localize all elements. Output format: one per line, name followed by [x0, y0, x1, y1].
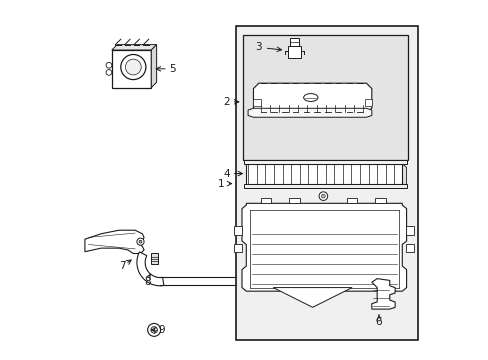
Bar [260, 198, 271, 203]
Polygon shape [112, 45, 156, 50]
Circle shape [106, 69, 112, 75]
Circle shape [125, 59, 141, 75]
Bar [290, 38, 298, 45]
Text: 1: 1 [218, 179, 224, 189]
Bar [244, 184, 406, 188]
Bar [289, 198, 300, 203]
Bar [150, 253, 158, 264]
Circle shape [147, 323, 160, 336]
Text: 6: 6 [375, 318, 382, 327]
Circle shape [139, 240, 142, 243]
Bar [405, 244, 413, 252]
Text: 5: 5 [169, 64, 176, 74]
Text: 7: 7 [119, 261, 125, 271]
Ellipse shape [303, 94, 317, 102]
Text: 4: 4 [223, 168, 229, 179]
Bar [233, 226, 242, 234]
Text: 9: 9 [159, 325, 165, 335]
Bar [346, 198, 357, 203]
Circle shape [121, 54, 145, 80]
Polygon shape [151, 45, 156, 87]
Text: 3: 3 [255, 42, 262, 52]
Polygon shape [242, 203, 406, 291]
Polygon shape [247, 108, 371, 117]
Circle shape [106, 62, 112, 68]
Polygon shape [85, 230, 144, 253]
Polygon shape [137, 252, 163, 286]
Bar [235, 26, 418, 339]
Bar [253, 99, 260, 107]
Circle shape [319, 192, 327, 201]
Polygon shape [246, 184, 406, 187]
Bar [246, 164, 402, 184]
Bar [405, 226, 413, 234]
Bar [112, 50, 151, 87]
Bar [375, 198, 386, 203]
Bar [364, 99, 371, 107]
Bar [287, 45, 301, 58]
Circle shape [137, 238, 144, 245]
Text: 8: 8 [144, 277, 151, 287]
Bar [233, 244, 242, 252]
Circle shape [151, 327, 157, 333]
Polygon shape [273, 288, 351, 307]
Text: 2: 2 [223, 97, 229, 107]
Bar [244, 160, 406, 164]
Polygon shape [371, 279, 394, 309]
Polygon shape [253, 83, 371, 112]
Circle shape [321, 194, 325, 198]
Bar [242, 35, 407, 160]
Polygon shape [402, 164, 406, 187]
